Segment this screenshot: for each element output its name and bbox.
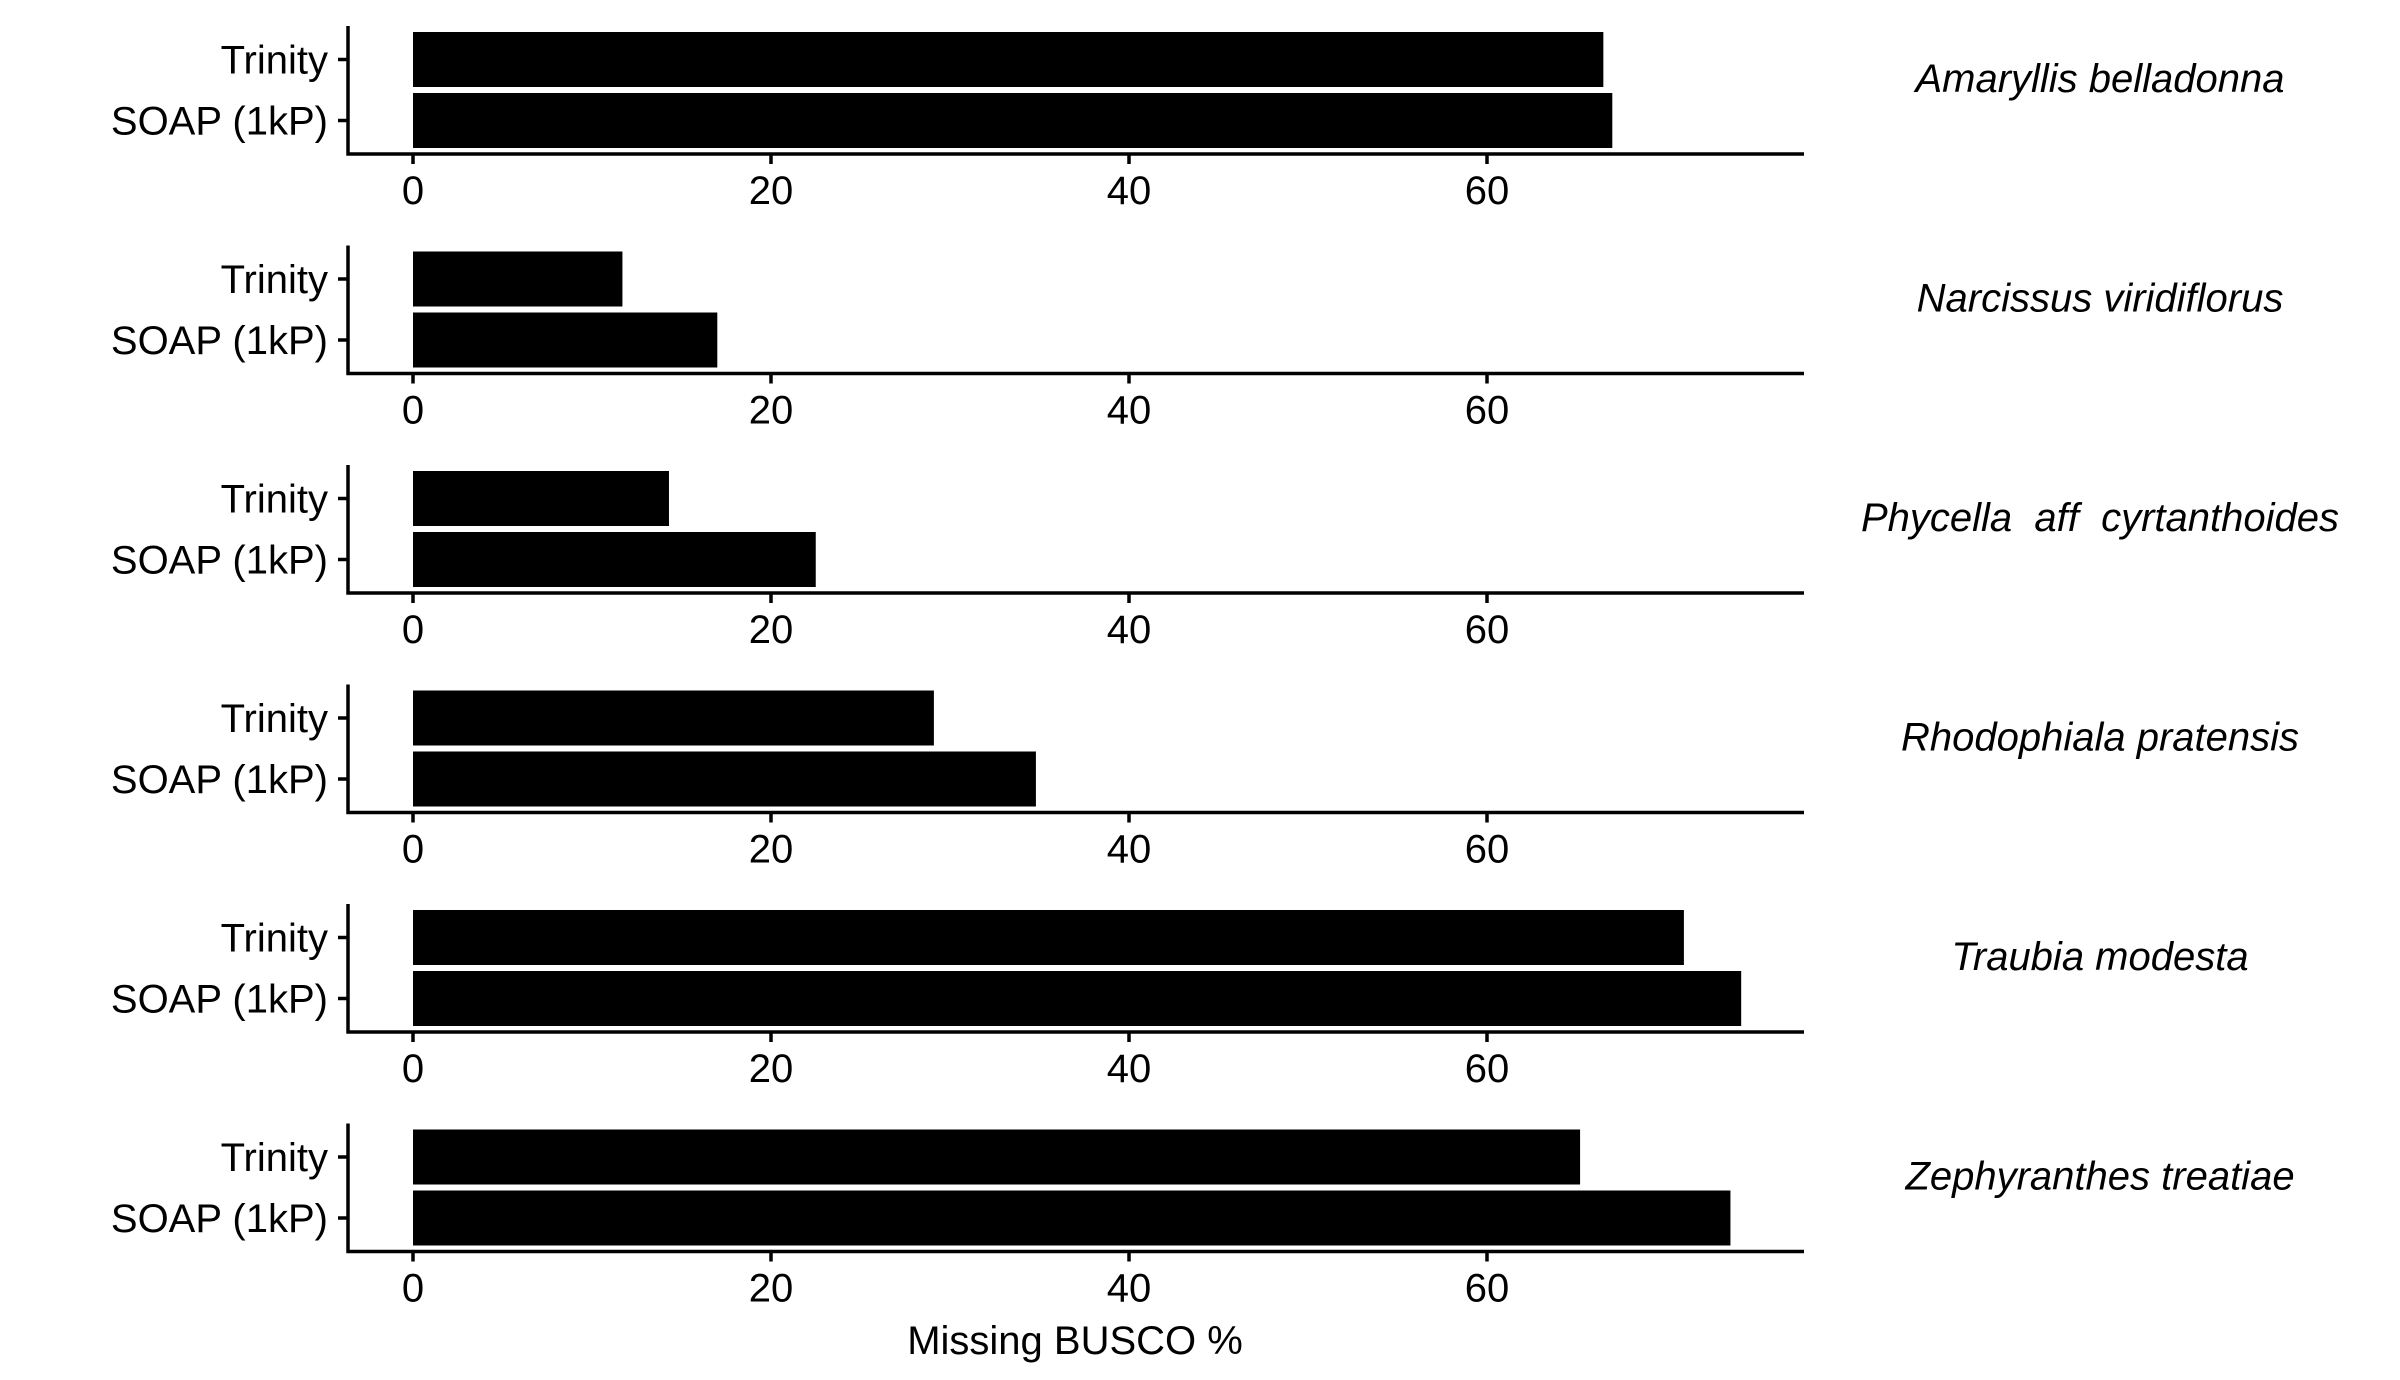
x-tick-label: 0 — [402, 389, 424, 433]
panel: Trinity SOAP (1kP) 0 20 40 60 Phycella aff cyr… — [111, 465, 2339, 652]
x-tick-label: 40 — [1107, 608, 1152, 652]
panel: Trinity SOAP (1kP) 0 20 40 60 Amaryllis bellad… — [111, 26, 2285, 213]
x-tick-label: 20 — [749, 608, 794, 652]
x-tick-label: 60 — [1465, 608, 1510, 652]
category-label: SOAP (1kP) — [111, 1197, 328, 1241]
panel: Trinity SOAP (1kP) 0 20 40 60 Rhodophiala prat… — [111, 684, 2299, 872]
category-label: Trinity — [221, 478, 328, 522]
species-label: Narcissus viridiflorus — [1917, 277, 2284, 321]
x-tick-label: 20 — [749, 828, 794, 872]
species-label: Traubia modesta — [1951, 935, 2248, 979]
x-tick-label: 60 — [1465, 389, 1510, 433]
category-label: Trinity — [221, 258, 328, 302]
panel: Trinity SOAP (1kP) 0 20 40 60 Traubia modesta — [111, 904, 2249, 1091]
x-tick-label: 20 — [749, 389, 794, 433]
x-tick-label: 20 — [749, 1267, 794, 1311]
species-label: Amaryllis belladonna — [1913, 57, 2284, 101]
category-label: SOAP (1kP) — [111, 100, 328, 144]
bar — [413, 532, 816, 587]
category-label: SOAP (1kP) — [111, 978, 328, 1022]
bar — [413, 1129, 1581, 1185]
category-label: SOAP (1kP) — [111, 319, 328, 363]
bar — [413, 690, 934, 746]
species-label: Rhodophiala pratensis — [1901, 716, 2299, 760]
bar — [413, 910, 1684, 965]
x-tick-label: 40 — [1107, 828, 1152, 872]
bar — [413, 312, 718, 368]
x-tick-label: 20 — [749, 169, 794, 213]
x-tick-label: 60 — [1465, 828, 1510, 872]
category-label: Trinity — [221, 1136, 328, 1180]
x-tick-label: 60 — [1465, 1047, 1510, 1091]
category-label: Trinity — [221, 697, 328, 741]
panel: Trinity SOAP (1kP) 0 20 40 60 Zephyranthes tre… — [111, 1123, 2295, 1311]
x-tick-label: 40 — [1107, 1267, 1152, 1311]
bar — [413, 471, 669, 526]
x-tick-label: 20 — [749, 1047, 794, 1091]
bar — [413, 32, 1604, 87]
x-tick-label: 60 — [1465, 169, 1510, 213]
x-tick-label: 40 — [1107, 1047, 1152, 1091]
chart-panels: Trinity SOAP (1kP) 0 20 40 60 Amaryllis bellad… — [111, 26, 2339, 1311]
category-label: Trinity — [221, 39, 328, 83]
x-tick-label: 0 — [402, 608, 424, 652]
bar — [413, 1190, 1731, 1246]
x-tick-label: 0 — [402, 1047, 424, 1091]
bar — [413, 971, 1742, 1026]
panel: Trinity SOAP (1kP) 0 20 40 60 Narcissus viridi… — [111, 245, 2284, 433]
x-tick-label: 0 — [402, 169, 424, 213]
bar — [413, 751, 1036, 807]
x-tick-label: 40 — [1107, 389, 1152, 433]
x-tick-label: 0 — [402, 1267, 424, 1311]
category-label: SOAP (1kP) — [111, 758, 328, 802]
bar — [413, 93, 1613, 148]
species-label: Zephyranthes treatiae — [1904, 1155, 2294, 1199]
x-tick-label: 40 — [1107, 169, 1152, 213]
x-axis-title: Missing BUSCO % — [907, 1319, 1243, 1363]
category-label: Trinity — [221, 917, 328, 961]
x-tick-label: 60 — [1465, 1267, 1510, 1311]
species-label: Phycella aff cyrtanthoides — [1861, 496, 2339, 540]
x-tick-label: 0 — [402, 828, 424, 872]
category-label: SOAP (1kP) — [111, 539, 328, 583]
bar — [413, 251, 623, 307]
